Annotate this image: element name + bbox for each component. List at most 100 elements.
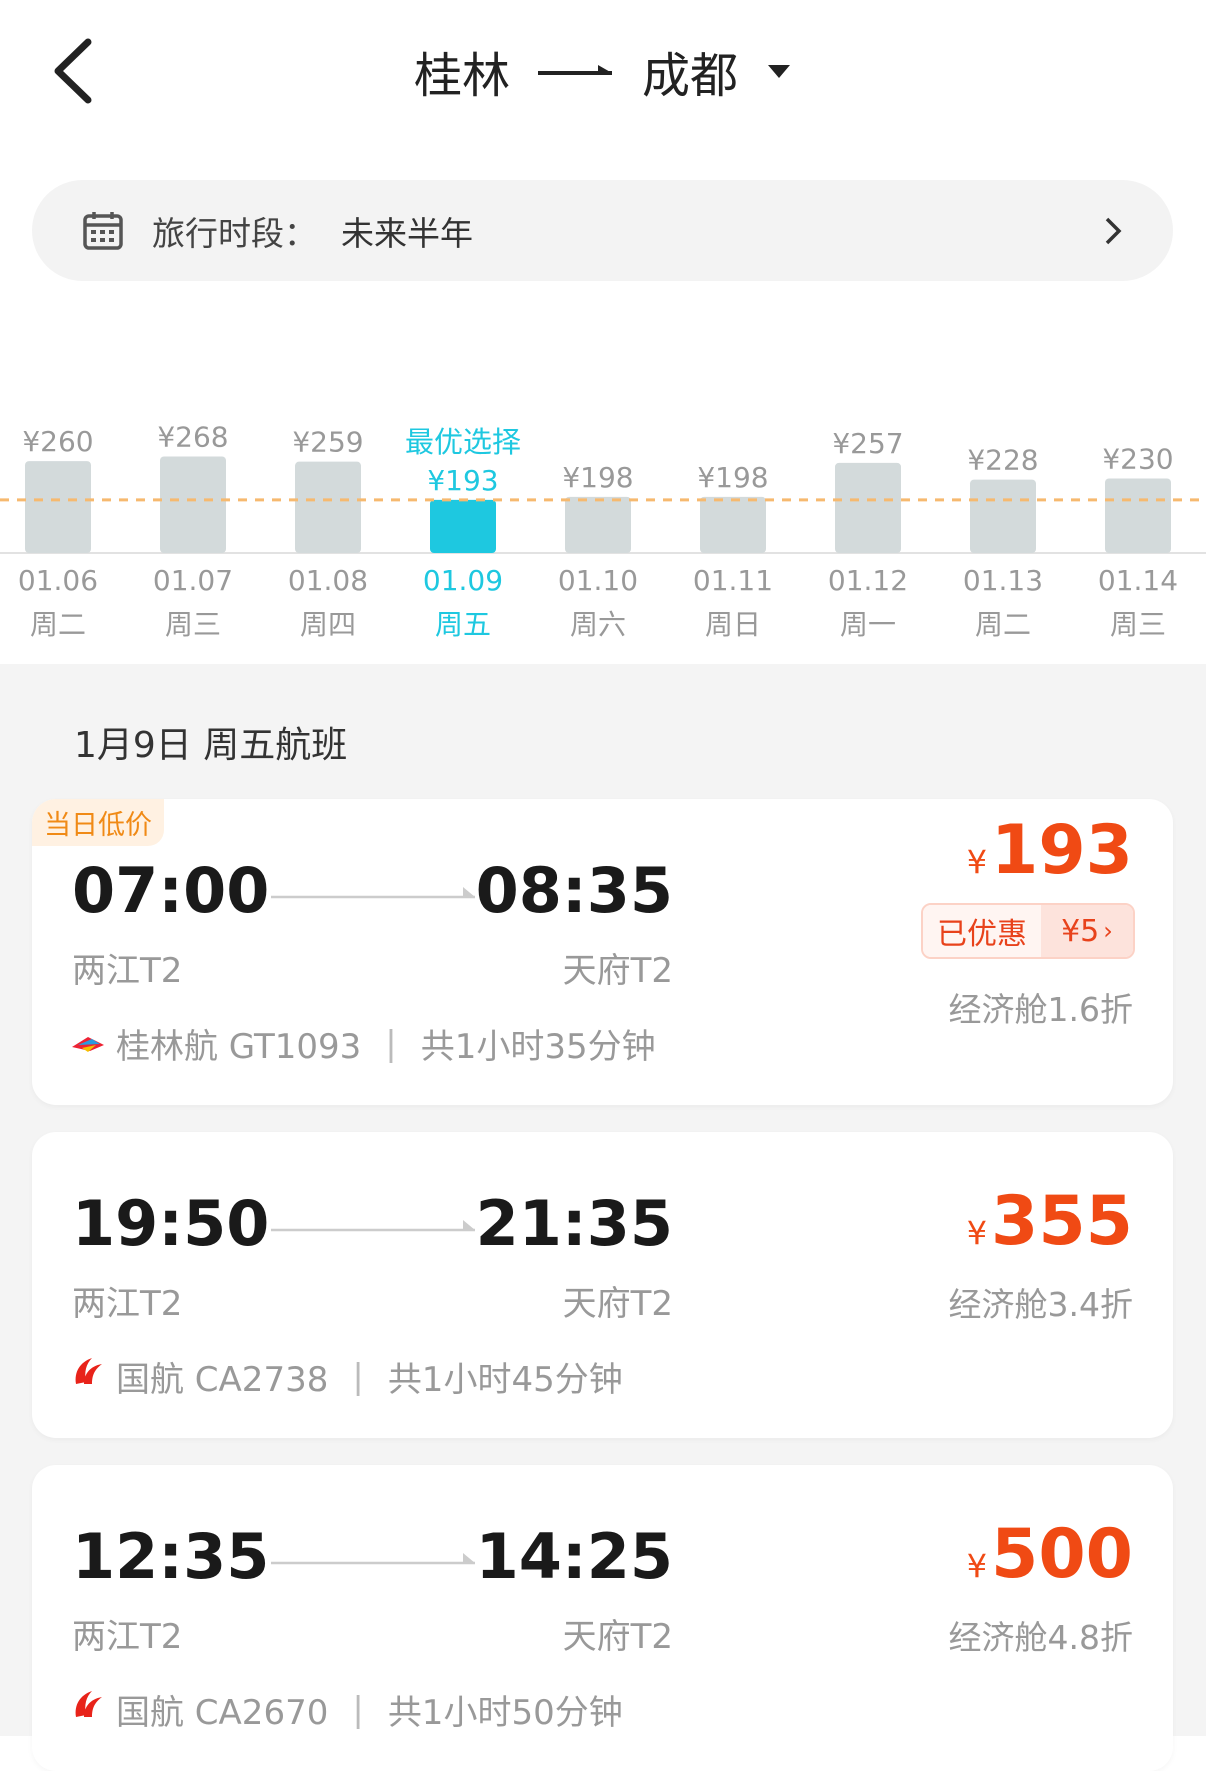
cabin-discount: 经济舱1.6折 — [948, 990, 1133, 1029]
cabin-discount: 经济舱3.4折 — [948, 1285, 1133, 1324]
bar-price-label: ¥268 — [157, 420, 228, 453]
flight-arrow-icon — [271, 1553, 475, 1565]
flight-arrow-icon — [271, 1220, 475, 1232]
separator: | — [385, 1023, 397, 1064]
date-label: 01.14 — [1098, 564, 1178, 597]
section-title: 1月9日 周五航班 — [74, 725, 348, 766]
destination-city: 成都 — [642, 48, 739, 104]
date-label: 01.07 — [153, 564, 233, 597]
date-label: 01.10 — [558, 564, 638, 597]
currency-symbol: ¥ — [966, 1547, 988, 1585]
discount-value: ¥5 — [1061, 913, 1100, 949]
date-label: 01.12 — [828, 564, 908, 597]
arrival-terminal: 天府T2 — [562, 1284, 673, 1324]
date-label: 01.11 — [693, 564, 773, 597]
weekday-label: 周二 — [975, 608, 1031, 641]
price-bar[interactable] — [565, 496, 631, 553]
flight-duration: 共1小时35分钟 — [420, 1027, 656, 1067]
origin-city: 桂林 — [413, 48, 510, 104]
separator: | — [352, 1689, 364, 1730]
air-china-logo-icon — [70, 1687, 106, 1732]
chevron-right-icon — [1105, 217, 1122, 244]
arrival-time: 21:35 — [475, 1187, 673, 1260]
weekday-label: 周三 — [1110, 608, 1166, 641]
price-bar[interactable] — [700, 496, 766, 553]
bar-price-label: ¥260 — [22, 425, 93, 458]
price-bar[interactable] — [430, 499, 496, 553]
weekday-label: 周二 — [30, 608, 86, 641]
arrival-time: 08:35 — [475, 854, 673, 927]
weekday-label: 周六 — [570, 608, 626, 641]
departure-time: 19:50 — [72, 1187, 270, 1260]
flight-price: ¥500 — [967, 1517, 1133, 1604]
flight-price: ¥355 — [967, 1184, 1133, 1271]
bar-price-label: ¥228 — [967, 444, 1038, 477]
weekday-label: 周三 — [165, 608, 221, 641]
flight-duration: 共1小时50分钟 — [387, 1693, 623, 1733]
best-choice-label: 最优选择 — [405, 425, 521, 459]
flight-card[interactable]: 12:35 14:25 两江T2 天府T2 国航 CA2670 | 共1小时50分钟… — [32, 1465, 1173, 1771]
currency-symbol: ¥ — [966, 1214, 988, 1252]
bar-price-label: ¥257 — [832, 427, 903, 460]
route-arrow-icon — [538, 65, 612, 75]
flight-duration: 共1小时45分钟 — [387, 1360, 623, 1400]
flight-info: 国航 CA2738 | 共1小时45分钟 — [70, 1352, 623, 1401]
flight-info: 国航 CA2670 | 共1小时50分钟 — [70, 1685, 623, 1734]
weekday-label: 周一 — [840, 608, 896, 641]
bar-price-label: ¥198 — [562, 461, 633, 494]
airline-flight-number: 国航 CA2738 — [116, 1360, 329, 1400]
discount-label: 已优惠 — [923, 905, 1041, 957]
departure-terminal: 两江T2 — [72, 1284, 183, 1324]
weekday-label: 周日 — [705, 608, 761, 641]
bar-price-label: ¥230 — [1102, 442, 1173, 475]
date-label: 01.09 — [423, 564, 503, 597]
price-bar[interactable] — [295, 461, 361, 553]
price-bar[interactable] — [160, 456, 226, 553]
price-value: 355 — [991, 1182, 1133, 1261]
period-label: 旅行时段： — [152, 213, 317, 253]
weekday-label: 周四 — [300, 608, 356, 641]
bar-price-label: ¥259 — [292, 426, 363, 459]
dropdown-caret-icon[interactable] — [766, 61, 792, 81]
price-value: 193 — [991, 811, 1133, 890]
lowest-price-tag: 当日低价 — [32, 799, 164, 846]
arrival-time: 14:25 — [475, 1520, 673, 1593]
arrival-terminal: 天府T2 — [562, 1617, 673, 1657]
back-arrow-icon[interactable] — [48, 38, 98, 104]
air-china-logo-icon — [70, 1354, 106, 1399]
arrival-terminal: 天府T2 — [562, 951, 673, 991]
flight-price: ¥193 — [967, 813, 1133, 900]
airline-flight-number: 国航 CA2670 — [116, 1693, 329, 1733]
price-calendar-chart: ¥260 01.06 周二 ¥268 01.07 周三 ¥259 01.08 周四 ¥193 最优选… — [0, 420, 1206, 641]
price-bar[interactable] — [25, 461, 91, 553]
flight-card[interactable]: 当日低价 07:00 08:35 两江T2 天府T2 桂林航 GT1093 | 共1小… — [32, 799, 1173, 1105]
price-bar[interactable] — [835, 462, 901, 553]
flight-info: 桂林航 GT1093 | 共1小时35分钟 — [70, 1019, 656, 1068]
period-value: 未来半年 — [341, 213, 473, 253]
price-bar[interactable] — [1105, 478, 1171, 553]
departure-time: 12:35 — [72, 1520, 270, 1593]
bar-price-label: ¥198 — [697, 461, 768, 494]
cabin-discount: 经济舱4.8折 — [948, 1618, 1133, 1657]
separator: | — [352, 1356, 364, 1397]
travel-period-selector[interactable]: 旅行时段： 未来半年 — [32, 180, 1173, 281]
departure-terminal: 两江T2 — [72, 951, 183, 991]
chevron-right-icon: › — [1103, 917, 1113, 945]
calendar-icon — [83, 211, 123, 250]
guilin-airlines-logo-icon — [70, 1024, 106, 1064]
date-label: 01.13 — [963, 564, 1043, 597]
bar-price-label: ¥193 — [427, 464, 498, 497]
departure-time: 07:00 — [72, 854, 270, 927]
date-label: 01.08 — [288, 564, 368, 597]
departure-terminal: 两江T2 — [72, 1617, 183, 1657]
date-label: 01.06 — [18, 564, 98, 597]
weekday-label: 周五 — [435, 608, 491, 641]
airline-flight-number: 桂林航 GT1093 — [116, 1027, 362, 1067]
price-bar[interactable] — [970, 479, 1036, 553]
flight-arrow-icon — [271, 887, 475, 899]
currency-symbol: ¥ — [966, 843, 988, 881]
discount-badge[interactable]: 已优惠 ¥5 › — [921, 903, 1135, 959]
flight-card[interactable]: 19:50 21:35 两江T2 天府T2 国航 CA2738 | 共1小时45分钟… — [32, 1132, 1173, 1438]
price-value: 500 — [991, 1515, 1133, 1594]
route-title[interactable]: 桂林 成都 — [0, 36, 1206, 106]
